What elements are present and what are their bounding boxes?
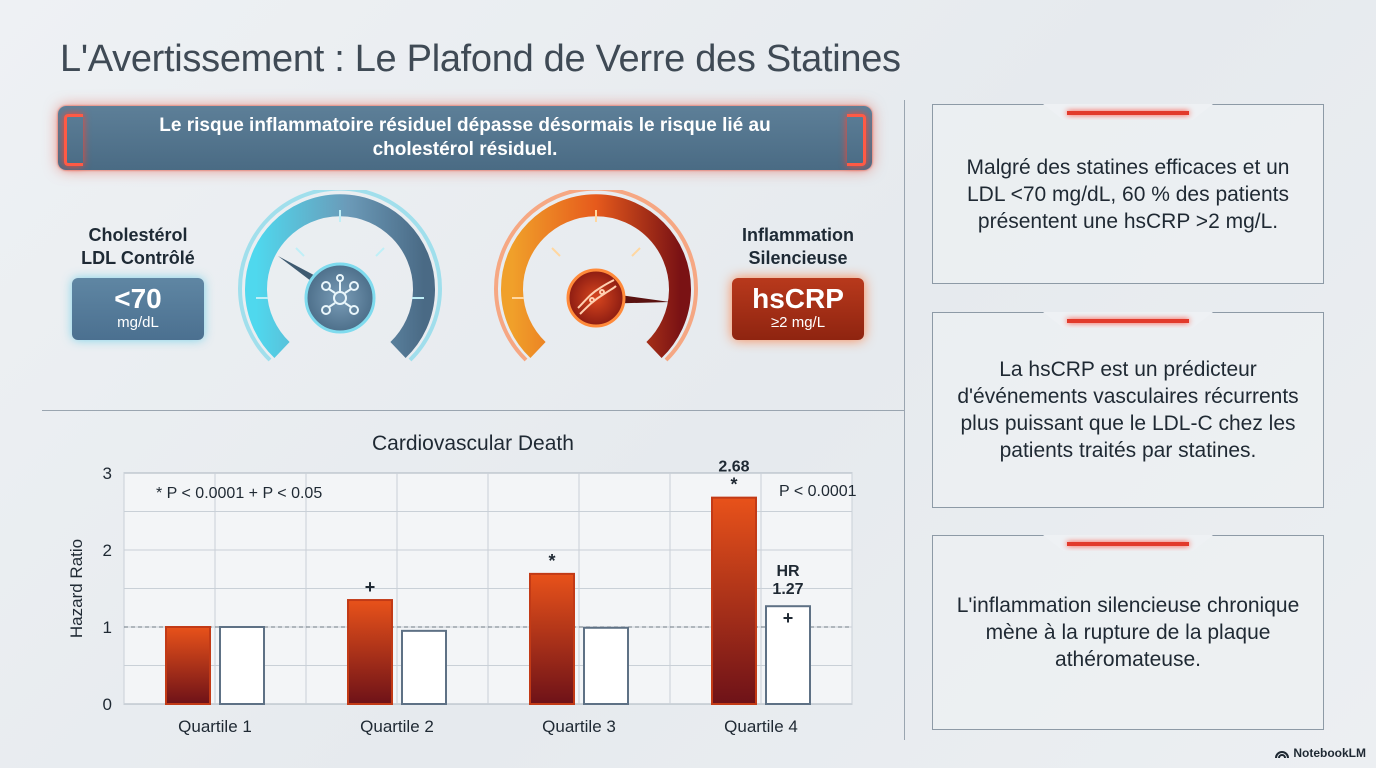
bar-series-1 — [529, 572, 575, 706]
y-axis-label: Hazard Ratio — [67, 539, 86, 638]
ldl-value-box: <70 mg/dL — [72, 278, 204, 340]
banner-bracket-left — [64, 114, 83, 166]
banner-text: Le risque inflammatoire résiduel dépasse… — [159, 115, 771, 160]
hazard-ratio-chart: 0 1 2 3 Hazard Ratio Quartile 1 Quartile 2 + Qua… — [67, 455, 857, 736]
ldl-gauge — [238, 190, 442, 362]
bar-series-1 — [165, 626, 211, 705]
info-card-3: L'inflammation silencieuse chronique mèn… — [932, 535, 1324, 730]
x-tick-label: Quartile 4 — [724, 717, 798, 736]
card-accent — [1043, 535, 1213, 551]
info-card-2: La hsCRP est un prédicteur d'événements … — [932, 312, 1324, 508]
info-card-text: Malgré des statines efficaces et un LDL … — [966, 155, 1290, 233]
bar-series-1 — [711, 496, 757, 705]
hr-annotation-label: HR — [722, 455, 746, 458]
hr-annotation-value: 2.68 — [718, 459, 749, 476]
bar-series-2 — [765, 605, 811, 706]
ldl-label: Cholestérol LDL Contrôlé — [81, 225, 195, 268]
hr-annotation-label: HR — [776, 563, 800, 580]
x-tick-label: Quartile 3 — [542, 717, 616, 736]
x-tick-label: Quartile 1 — [178, 717, 252, 736]
hscrp-unit: ≥2 mg/L — [770, 314, 826, 331]
significance-marker: * — [548, 551, 555, 571]
banner-bracket-right — [847, 114, 866, 166]
brand-badge: NotebookLM — [1275, 746, 1366, 760]
horizontal-divider — [42, 410, 904, 411]
warning-banner: Le risque inflammatoire résiduel dépasse… — [58, 106, 872, 170]
card-accent — [1043, 104, 1213, 120]
card-accent — [1043, 312, 1213, 328]
ldl-value: <70 — [114, 283, 162, 314]
significance-marker: + — [365, 577, 376, 597]
bar-series-2 — [219, 626, 265, 705]
y-tick-label: 2 — [103, 541, 112, 560]
significance-legend: * P < 0.0001 + P < 0.05 — [156, 485, 322, 502]
bar-series-1 — [347, 599, 393, 705]
bar-series-2 — [401, 629, 447, 706]
y-tick-label: 1 — [103, 618, 112, 637]
significance-marker: + — [783, 608, 794, 628]
inflammation-label: Inflammation Silencieuse — [741, 225, 854, 268]
y-tick-label: 0 — [103, 695, 112, 714]
inflammation-gauge — [494, 190, 698, 362]
ldl-unit: mg/dL — [117, 314, 159, 331]
significance-marker: * — [730, 475, 737, 495]
bar-series-2 — [583, 626, 629, 706]
molecule-icon — [321, 274, 359, 315]
chart-title: Cardiovascular Death — [372, 432, 574, 455]
notebooklm-icon — [1275, 751, 1290, 759]
info-card-text: L'inflammation silencieuse chronique mèn… — [956, 594, 1300, 671]
info-card-1: Malgré des statines efficaces et un LDL … — [932, 104, 1324, 284]
vertical-divider — [904, 100, 905, 740]
p-value-annotation: P < 0.0001 — [779, 483, 857, 500]
brand-name: NotebookLM — [1293, 746, 1366, 760]
artery-icon — [577, 279, 617, 315]
page-title: L'Avertissement : Le Plafond de Verre de… — [60, 38, 901, 80]
y-tick-label: 3 — [103, 464, 112, 483]
hscrp-value-box: hsCRP ≥2 mg/L — [732, 278, 864, 340]
hscrp-value: hsCRP — [752, 283, 844, 314]
hr-annotation-value: 1.27 — [772, 581, 803, 598]
info-card-text: La hsCRP est un prédicteur d'événements … — [957, 358, 1299, 462]
x-tick-label: Quartile 2 — [360, 717, 434, 736]
